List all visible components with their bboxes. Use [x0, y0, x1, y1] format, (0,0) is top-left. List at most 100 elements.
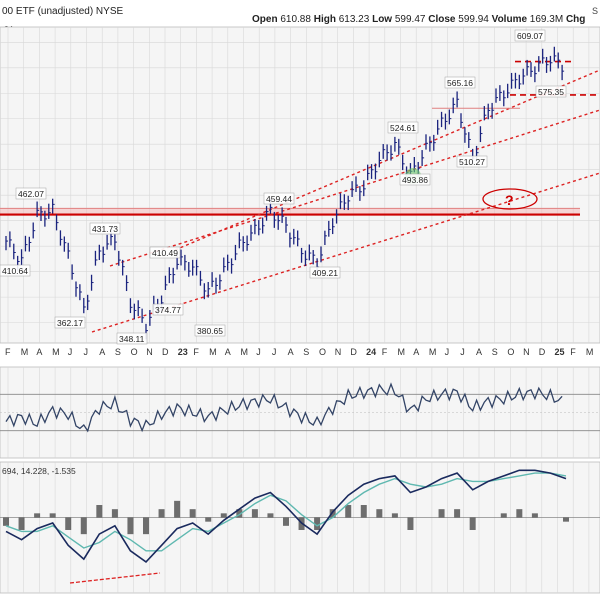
stat-value: 599.94: [458, 14, 491, 25]
annotation-box: [116, 332, 148, 345]
annotation-label: 431.73: [92, 224, 118, 234]
x-tick-label: J: [272, 347, 277, 357]
x-tick-label: O: [319, 347, 326, 357]
annotation-box: [54, 316, 86, 329]
annotation-label: 374.77: [155, 305, 181, 315]
x-tick-label: D: [539, 347, 546, 357]
x-tick-label: A: [99, 347, 105, 357]
channel-line: [91, 172, 600, 333]
stat-label: Low: [372, 14, 395, 25]
macd-line: [5, 469, 567, 563]
histogram-bar: [376, 509, 383, 518]
annotation-label: 410.49: [152, 248, 178, 258]
annotation-label: 524.61: [390, 123, 416, 133]
histogram-bar: [500, 513, 507, 518]
x-tick-label: M: [398, 347, 406, 357]
x-tick-label: F: [5, 347, 11, 357]
question-ellipse: [482, 188, 538, 210]
annotation-label: 362.17: [57, 318, 83, 328]
histogram-bar: [127, 517, 134, 535]
histogram-bar: [205, 517, 212, 522]
x-tick-label: D: [350, 347, 357, 357]
macd-panel: 694, 14.228, -1.535: [0, 461, 600, 594]
histogram-bar: [65, 517, 72, 530]
panel-background: [0, 26, 600, 344]
histogram-bar: [283, 517, 289, 526]
x-tick-label: S: [492, 347, 498, 357]
annotation-box: [456, 155, 488, 168]
histogram-bar: [438, 509, 445, 518]
stat-label: Volume: [492, 14, 530, 25]
annotation-box: [514, 29, 546, 42]
x-tick-label: S: [303, 347, 309, 357]
stat-value: 613.23: [339, 14, 372, 25]
x-tick-label: O: [131, 347, 138, 357]
histogram-bar: [18, 517, 25, 530]
histogram-bar: [563, 517, 569, 522]
annotation-label: 510.27: [459, 157, 485, 167]
histogram-bar: [469, 517, 476, 530]
histogram-bar: [80, 517, 87, 535]
x-tick-label: N: [335, 347, 342, 357]
histogram-bar: [96, 505, 103, 518]
histogram-bar: [391, 513, 398, 518]
annotation-label: 410.64: [2, 266, 28, 276]
support-band: [0, 208, 580, 216]
x-tick-label: A: [476, 347, 482, 357]
x-tick-label: D: [162, 347, 169, 357]
stat-value: 610.88: [280, 14, 313, 25]
annotation-box: [194, 324, 226, 337]
annotation-box: [399, 173, 431, 186]
annotation-box: [0, 264, 31, 277]
question-mark: ?: [505, 192, 514, 208]
corner-label: S: [592, 6, 598, 16]
rsi-panel: [0, 366, 600, 459]
annotation-box: [263, 192, 295, 205]
stat-value: 599.47: [395, 14, 428, 25]
annotation-label: 493.86: [402, 175, 428, 185]
annotation-label: 575.35: [538, 87, 564, 97]
x-tick-label: F: [570, 347, 576, 357]
histogram-bar: [236, 509, 243, 518]
ohlc-stats: Open 610.88 High 613.23 Low 599.47 Close…: [252, 14, 585, 25]
x-tick-label: A: [36, 347, 42, 357]
histogram-bar: [345, 505, 352, 518]
histogram-bar: [143, 517, 149, 535]
x-tick-label: J: [445, 347, 450, 357]
histogram-bar: [49, 513, 56, 518]
signal-line: [5, 472, 567, 552]
x-tick-label: J: [256, 347, 261, 357]
histogram-bar: [34, 513, 41, 518]
x-tick-label: A: [288, 347, 294, 357]
x-tick-label: A: [225, 347, 231, 357]
x-tick-label: M: [21, 347, 29, 357]
histogram-bar: [454, 509, 461, 518]
histogram-bar: [174, 500, 181, 518]
histogram-bar: [516, 509, 523, 518]
channel-line: [109, 109, 600, 267]
histogram-bar: [3, 517, 9, 526]
annotation-box: [149, 246, 181, 259]
annotation-box: [444, 76, 476, 89]
annotation-box: [309, 266, 341, 279]
ticker-title: 00 ETF (unadjusted) NYSE: [2, 6, 123, 17]
x-tick-label: J: [68, 347, 73, 357]
rsi-line: [5, 382, 563, 433]
histogram-bar: [531, 513, 538, 518]
annotation-label: 348.11: [119, 334, 145, 344]
macd-legend: 694, 14.228, -1.535: [2, 466, 76, 476]
histogram-bar: [158, 509, 165, 518]
x-tick-label: J: [84, 347, 89, 357]
annotation-label: 462.07: [18, 189, 44, 199]
annotation-label: 565.16: [447, 78, 473, 88]
x-tick-label: 25: [555, 347, 565, 357]
x-tick-label: M: [241, 347, 249, 357]
annotation-label: 380.65: [197, 326, 223, 336]
annotation-box: [387, 121, 419, 134]
x-tick-label: O: [507, 347, 514, 357]
x-tick-label: F: [382, 347, 388, 357]
divergence-line: [69, 572, 161, 584]
stat-label: Chg: [566, 14, 585, 25]
histogram-bar: [314, 517, 321, 530]
x-tick-label: N: [523, 347, 530, 357]
